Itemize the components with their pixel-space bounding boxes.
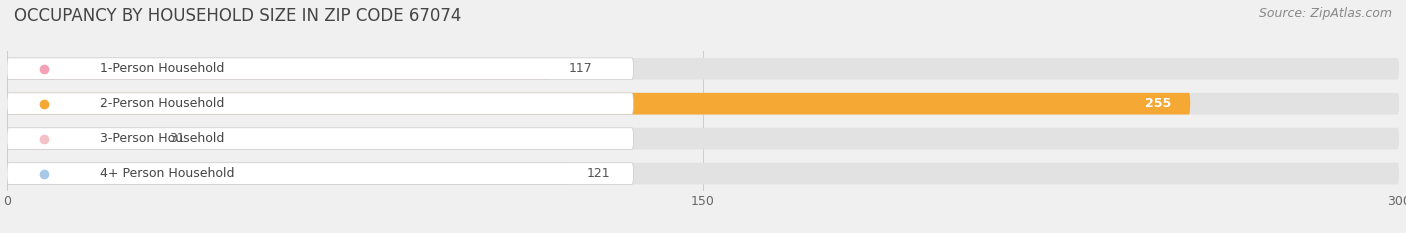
Text: 121: 121 [588, 167, 610, 180]
FancyBboxPatch shape [7, 163, 568, 185]
Text: Source: ZipAtlas.com: Source: ZipAtlas.com [1258, 7, 1392, 20]
Text: 255: 255 [1146, 97, 1171, 110]
FancyBboxPatch shape [7, 93, 1191, 115]
FancyBboxPatch shape [7, 58, 633, 80]
FancyBboxPatch shape [7, 163, 1399, 185]
FancyBboxPatch shape [7, 58, 1399, 80]
FancyBboxPatch shape [7, 128, 1399, 150]
FancyBboxPatch shape [7, 163, 633, 185]
Text: 3-Person Household: 3-Person Household [100, 132, 224, 145]
Text: 1-Person Household: 1-Person Household [100, 62, 224, 75]
FancyBboxPatch shape [7, 93, 633, 115]
Text: 31: 31 [170, 132, 186, 145]
FancyBboxPatch shape [7, 93, 1399, 115]
Text: 117: 117 [568, 62, 592, 75]
FancyBboxPatch shape [7, 58, 550, 80]
Text: 4+ Person Household: 4+ Person Household [100, 167, 235, 180]
Text: OCCUPANCY BY HOUSEHOLD SIZE IN ZIP CODE 67074: OCCUPANCY BY HOUSEHOLD SIZE IN ZIP CODE … [14, 7, 461, 25]
FancyBboxPatch shape [7, 128, 150, 150]
FancyBboxPatch shape [7, 128, 633, 150]
Text: 2-Person Household: 2-Person Household [100, 97, 224, 110]
